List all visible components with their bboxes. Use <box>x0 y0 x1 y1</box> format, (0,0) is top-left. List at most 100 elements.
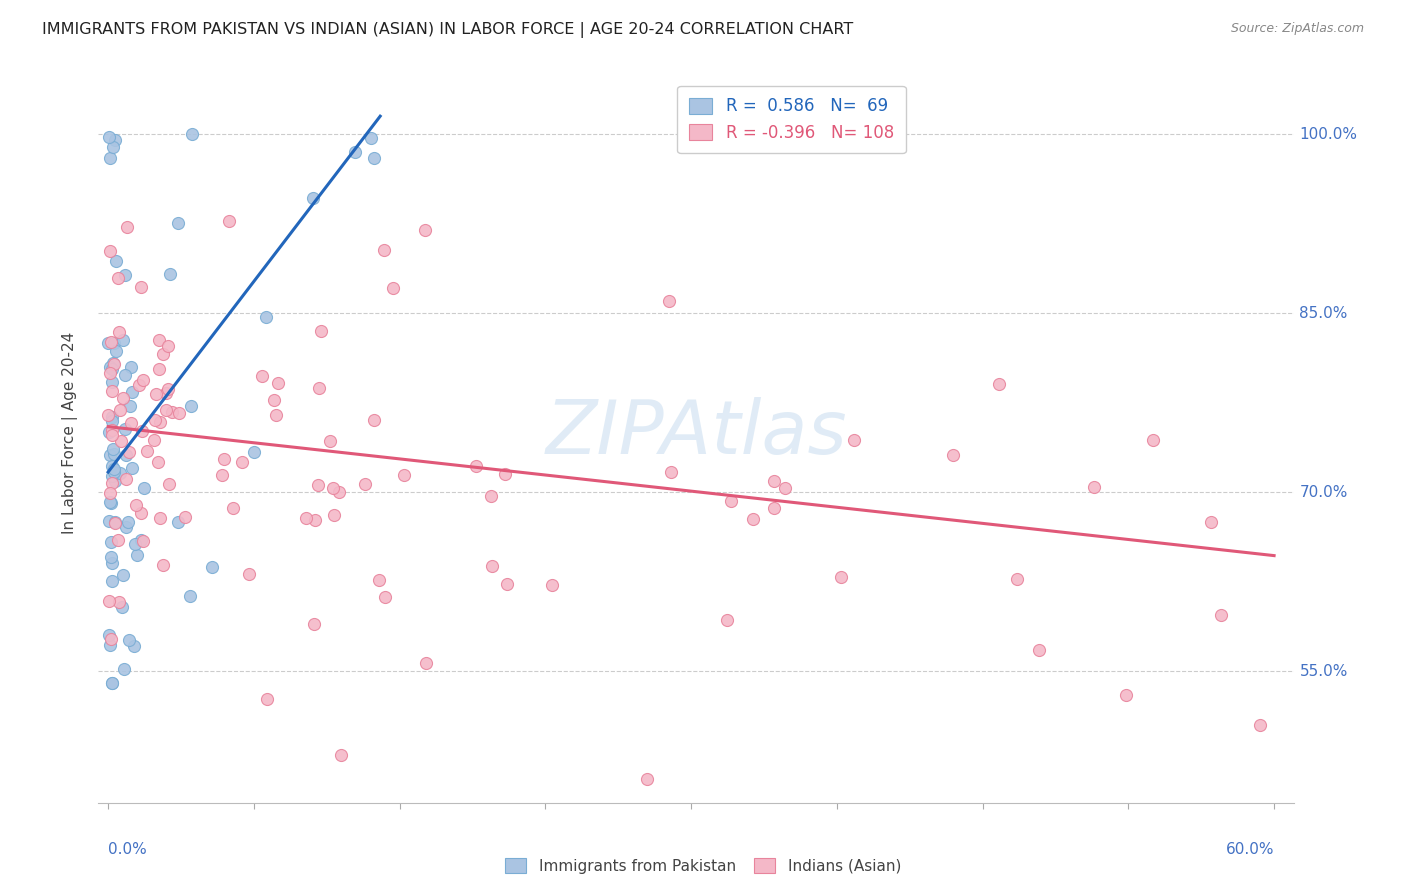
Point <box>118 400 141 414</box>
Point <box>263 392 285 407</box>
Point <box>363 413 385 427</box>
Point <box>110 434 132 449</box>
Point <box>117 219 139 234</box>
Point <box>104 133 127 147</box>
Point <box>157 477 180 491</box>
Point <box>127 548 149 562</box>
Point <box>218 214 240 228</box>
Point <box>211 468 233 483</box>
Legend: R =  0.586   N=  69, R = -0.396   N= 108: R = 0.586 N= 69, R = -0.396 N= 108 <box>678 86 905 153</box>
Point <box>180 399 202 413</box>
Point <box>231 455 253 469</box>
Point <box>238 566 260 581</box>
Point <box>97 130 120 145</box>
Point <box>98 425 121 440</box>
Point <box>330 747 353 762</box>
Point <box>98 244 121 258</box>
Point <box>104 516 127 531</box>
Point <box>118 445 141 459</box>
Point <box>111 599 134 614</box>
Point <box>167 406 190 420</box>
Text: 0.0%: 0.0% <box>108 842 146 856</box>
Point <box>111 333 134 347</box>
Point <box>129 506 152 520</box>
Point <box>394 467 416 482</box>
Point <box>353 477 375 491</box>
Text: 55.0%: 55.0% <box>1299 664 1348 679</box>
Point <box>142 433 165 447</box>
Point <box>98 448 121 462</box>
Point <box>481 558 503 573</box>
Point <box>100 632 122 647</box>
Point <box>844 433 866 447</box>
Point <box>360 131 382 145</box>
Point <box>103 442 125 457</box>
Point <box>159 267 181 281</box>
Point <box>344 145 367 160</box>
Point <box>114 368 136 383</box>
Point <box>100 549 122 564</box>
Point <box>97 409 120 423</box>
Point <box>103 140 125 154</box>
Legend: Immigrants from Pakistan, Indians (Asian): Immigrants from Pakistan, Indians (Asian… <box>499 852 907 880</box>
Point <box>101 468 124 483</box>
Point <box>309 324 332 338</box>
Point <box>100 335 122 350</box>
Point <box>100 485 122 500</box>
Point <box>773 481 796 495</box>
Point <box>101 427 124 442</box>
Point <box>107 271 129 285</box>
Point <box>129 279 152 293</box>
Point <box>125 498 148 512</box>
Point <box>264 408 287 422</box>
Point <box>304 513 326 527</box>
Point <box>174 509 197 524</box>
Point <box>1028 643 1050 657</box>
Point <box>155 386 177 401</box>
Point <box>101 476 124 491</box>
Point <box>267 376 290 391</box>
Point <box>111 391 134 405</box>
Point <box>659 465 682 479</box>
Point <box>98 638 121 652</box>
Point <box>181 127 204 141</box>
Point <box>1199 516 1222 530</box>
Point <box>148 362 170 376</box>
Point <box>146 455 169 469</box>
Point <box>103 447 125 461</box>
Point <box>120 360 142 375</box>
Point <box>97 514 120 528</box>
Point <box>131 424 153 438</box>
Point <box>322 481 344 495</box>
Point <box>124 537 146 551</box>
Point <box>143 413 166 427</box>
Point <box>167 515 190 529</box>
Point <box>308 381 330 395</box>
Point <box>1115 689 1137 703</box>
Point <box>322 508 344 522</box>
Point <box>152 347 174 361</box>
Point <box>167 215 190 229</box>
Point <box>132 373 155 387</box>
Point <box>100 151 122 165</box>
Text: IMMIGRANTS FROM PAKISTAN VS INDIAN (ASIAN) IN LABOR FORCE | AGE 20-24 CORRELATIO: IMMIGRANTS FROM PAKISTAN VS INDIAN (ASIA… <box>42 22 853 38</box>
Point <box>114 519 136 533</box>
Point <box>1249 718 1271 732</box>
Point <box>104 344 127 359</box>
Point <box>830 570 852 584</box>
Point <box>200 559 222 574</box>
Point <box>101 362 124 376</box>
Point <box>157 339 180 353</box>
Point <box>107 595 129 609</box>
Point <box>135 444 157 458</box>
Point <box>114 448 136 462</box>
Point <box>148 333 170 347</box>
Point <box>363 151 385 165</box>
Point <box>157 382 180 396</box>
Point <box>494 467 516 482</box>
Point <box>101 458 124 473</box>
Point <box>114 268 136 282</box>
Point <box>328 485 350 500</box>
Point <box>256 691 278 706</box>
Point <box>101 676 124 690</box>
